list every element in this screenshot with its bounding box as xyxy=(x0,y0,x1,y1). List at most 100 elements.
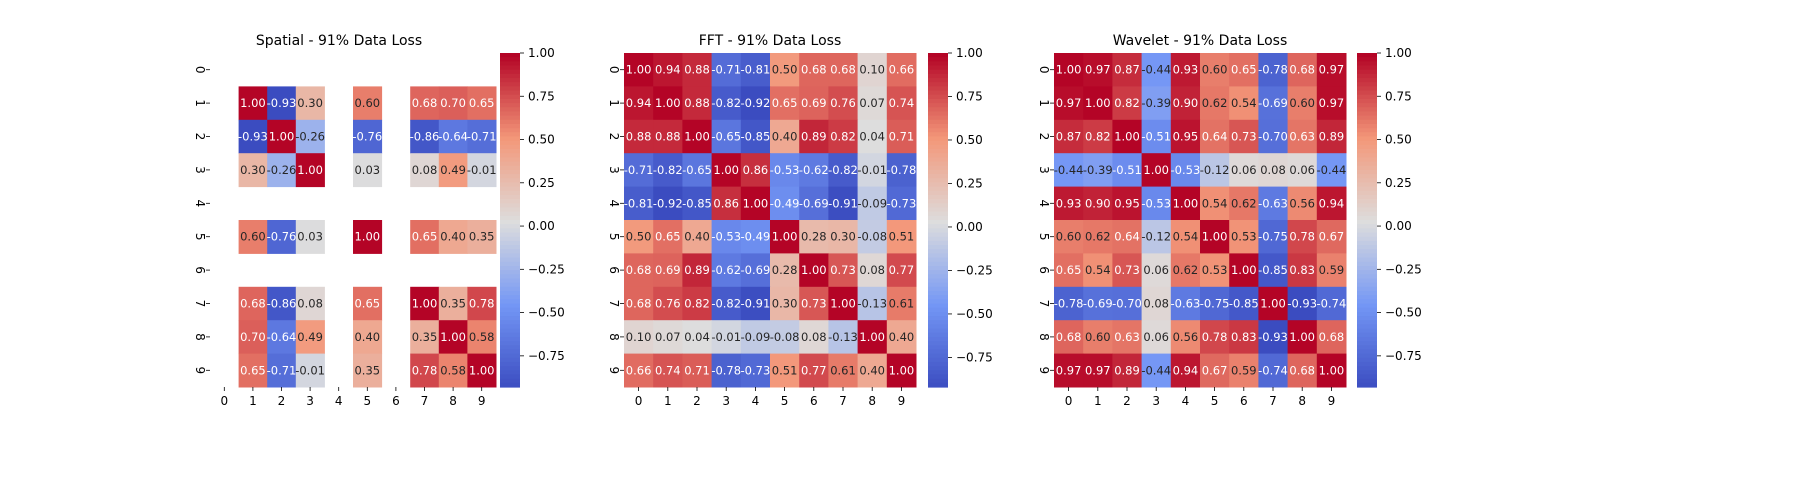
colorbar-segment xyxy=(1357,140,1377,146)
colorbar-segment xyxy=(500,290,520,296)
heatmap-cell xyxy=(857,53,888,87)
cell-value-label: -0.01 xyxy=(295,363,325,377)
heatmap-cell xyxy=(353,353,383,388)
colorbar-segment xyxy=(928,336,948,342)
colorbar-segment xyxy=(928,128,948,133)
heatmap-cell xyxy=(1112,186,1143,221)
cell-value-label: 1.00 xyxy=(1114,130,1140,144)
cell-value-label: 0.54 xyxy=(1202,196,1228,210)
heatmap-cell xyxy=(1287,353,1318,388)
colorbar-segment xyxy=(500,311,520,317)
colorbar-segment xyxy=(1357,149,1377,154)
cell-value-label: -0.13 xyxy=(857,297,887,311)
cell-value-label: 1.00 xyxy=(801,263,827,277)
colorbar-segment xyxy=(928,236,948,242)
heatmap-cell xyxy=(624,53,654,87)
cell-value-label: -0.82 xyxy=(653,163,683,177)
colorbar-segment xyxy=(928,190,948,196)
colorbar-segment xyxy=(928,374,948,380)
cell-value-label: 0.35 xyxy=(440,297,466,311)
cell-value-label: 1.00 xyxy=(469,363,495,377)
cell-value-label: 1.00 xyxy=(1319,363,1345,377)
colorbar-segment xyxy=(500,111,520,117)
heatmap-cell xyxy=(682,286,713,321)
x-tick-label: 8 xyxy=(868,394,876,408)
colorbar-segment xyxy=(928,249,948,254)
colorbar-segment xyxy=(928,382,948,388)
heatmap-cell xyxy=(770,53,800,87)
cell-value-label: 0.49 xyxy=(440,163,466,177)
colorbar-segment xyxy=(928,278,948,284)
colorbar-segment xyxy=(1357,132,1377,138)
colorbar-segment xyxy=(1357,249,1377,254)
colorbar-segment xyxy=(1357,320,1377,325)
colorbar-segment xyxy=(1357,174,1377,179)
colorbar-segment xyxy=(928,224,948,229)
cell-value-label: 0.83 xyxy=(1289,263,1315,277)
cell-value-label: 0.10 xyxy=(626,330,652,344)
cell-value-label: 0.87 xyxy=(1114,63,1140,77)
heatmap-cell xyxy=(1141,86,1172,121)
colorbar-segment xyxy=(1357,73,1377,79)
heatmap-cell xyxy=(1083,186,1113,221)
heatmap-cell xyxy=(267,320,297,355)
cell-value-label: 0.58 xyxy=(440,363,466,377)
heatmap-cell xyxy=(799,253,829,288)
colorbar-segment xyxy=(928,299,948,305)
heatmap-cell xyxy=(467,353,497,388)
heatmap-cell xyxy=(1170,353,1201,388)
colorbar-segment xyxy=(928,169,948,175)
colorbar-segment xyxy=(500,178,520,184)
heatmap-cell xyxy=(238,320,268,355)
colorbar-segment xyxy=(928,316,948,321)
colorbar-segment xyxy=(928,320,948,325)
heatmap-cell xyxy=(1287,153,1318,188)
y-tick-label: 1 xyxy=(607,99,621,107)
cell-value-label: -0.44 xyxy=(1141,63,1171,77)
cell-value-label: 0.97 xyxy=(1319,63,1345,77)
heatmap-cell xyxy=(1287,286,1318,321)
colorbar-segment xyxy=(500,169,520,175)
colorbar-segment xyxy=(1357,270,1377,275)
heatmap-cell xyxy=(624,220,654,254)
colorbar-segment xyxy=(500,224,520,229)
heatmap-cell xyxy=(1229,53,1259,87)
colorbar-segment xyxy=(500,257,520,263)
heatmap-cell xyxy=(1316,53,1347,87)
heatmap-cell xyxy=(295,119,325,154)
cell-value-label: 1.00 xyxy=(655,96,681,110)
cell-value-label: -0.39 xyxy=(1141,96,1171,110)
heatmap-cell xyxy=(653,53,683,87)
cell-value-label: 0.93 xyxy=(1056,196,1082,210)
heatmap-cell xyxy=(886,153,917,188)
colorbar-segment xyxy=(1357,341,1377,346)
heatmap-cell xyxy=(353,153,383,188)
colorbar-segment xyxy=(928,232,948,238)
heatmap-cell xyxy=(1287,220,1318,254)
colorbar-segment xyxy=(928,324,948,330)
cell-value-label: -0.09 xyxy=(857,196,887,210)
cell-value-label: -0.13 xyxy=(828,330,858,344)
colorbar-segment xyxy=(1357,86,1377,92)
heatmap-cell xyxy=(438,220,468,254)
heatmap-cell xyxy=(770,286,800,321)
heatmap-cell xyxy=(770,353,800,388)
cell-value-label: -0.92 xyxy=(653,196,683,210)
heatmap-cell xyxy=(410,320,440,355)
heatmap-cell xyxy=(1200,186,1230,221)
colorbar-segment xyxy=(928,57,948,62)
colorbar-segment xyxy=(500,345,520,351)
cell-value-label: 0.50 xyxy=(772,63,798,77)
heatmap-cell xyxy=(238,153,268,188)
heatmap-cell xyxy=(238,286,268,321)
heatmap-cell xyxy=(410,153,440,188)
colorbar-segment xyxy=(500,69,520,75)
cell-value-label: -0.01 xyxy=(711,330,741,344)
heatmap-cell xyxy=(1170,153,1201,188)
colorbar-segment xyxy=(928,161,948,167)
colorbar-segment xyxy=(928,103,948,108)
colorbar-segment xyxy=(500,53,520,58)
cell-value-label: -0.53 xyxy=(1171,163,1201,177)
colorbar-tick-label: 0.00 xyxy=(528,219,555,233)
